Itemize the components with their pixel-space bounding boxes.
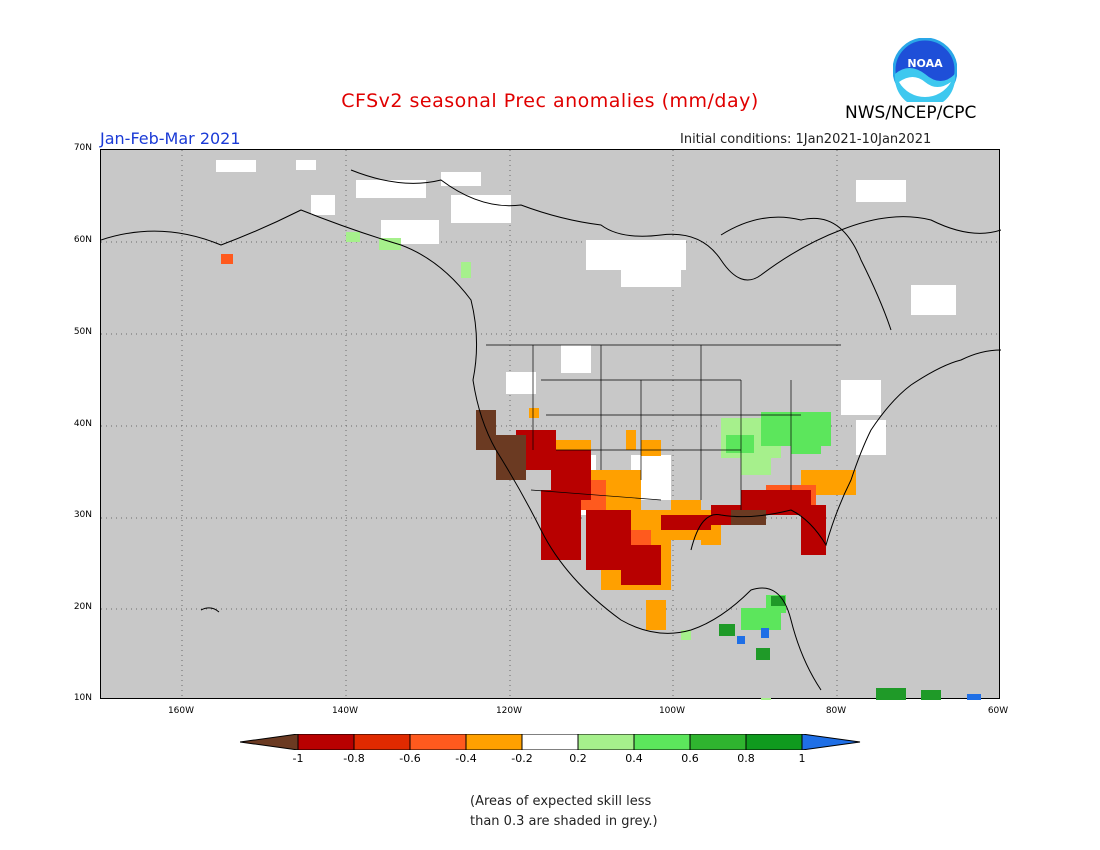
colorbar-bin (409, 734, 467, 750)
lat-label: 10N (73, 693, 92, 703)
agency-label: NWS/NCEP/CPC (845, 103, 977, 123)
lat-label: 20N (73, 602, 92, 612)
colorbar-bin (297, 734, 355, 750)
colorbar-label: 0.8 (737, 752, 755, 765)
initial-conditions: Initial conditions: 1Jan2021-10Jan2021 (680, 132, 932, 147)
lat-label: 70N (73, 143, 92, 153)
blue-areas (737, 628, 981, 700)
lon-label: 100W (658, 706, 686, 716)
colorbar-over-arrow (801, 734, 861, 750)
colorbar-bin (633, 734, 691, 750)
colorbar-label: -0.8 (343, 752, 365, 765)
lon-label: 160W (167, 706, 195, 716)
lat-label: 60N (73, 235, 92, 245)
skill-note-line: than 0.3 are shaded in grey.) (470, 814, 658, 829)
coastlines (101, 169, 1001, 691)
precip-anomaly-map (101, 150, 1001, 700)
map-grid (101, 150, 1001, 700)
map-title: CFSv2 seasonal Prec anomalies (mm/day) (341, 90, 759, 112)
green-areas (726, 412, 831, 630)
colorbar-label: 0.2 (569, 752, 587, 765)
colorbar-label: 0.4 (625, 752, 643, 765)
colorbar-under-arrow (240, 734, 299, 750)
forecast-period: Jan-Feb-Mar 2021 (100, 129, 241, 148)
lon-label: 140W (331, 706, 359, 716)
colorbar-bin (745, 734, 803, 750)
colorbar-label: 1 (798, 752, 806, 765)
noaa-logo: NOAA (893, 38, 957, 102)
map-panel (100, 149, 1001, 700)
dark-green-areas (719, 596, 941, 700)
colorbar-bin (689, 734, 747, 750)
lat-label: 40N (73, 419, 92, 429)
logo-text: NOAA (907, 57, 943, 70)
colorbar-label: -1 (292, 752, 304, 765)
lon-label: 80W (825, 706, 847, 716)
lon-label: 60W (987, 706, 1009, 716)
lat-label: 50N (73, 327, 92, 337)
lat-label: 30N (73, 510, 92, 520)
colorbar-label: -0.2 (511, 752, 533, 765)
colorbar-label: 0.6 (681, 752, 699, 765)
colorbar (240, 734, 861, 750)
colorbar-bin (353, 734, 411, 750)
skill-note: (Areas of expected skill less than 0.3 a… (470, 792, 658, 832)
colorbar-label: -0.4 (455, 752, 477, 765)
lon-label: 120W (495, 706, 523, 716)
colorbar-label: -0.6 (399, 752, 421, 765)
colorbar-bin (465, 734, 523, 750)
skill-note-line: (Areas of expected skill less (470, 794, 652, 809)
colorbar-bin (577, 734, 635, 750)
state-borders (486, 344, 841, 510)
colorbar-bin (521, 734, 579, 750)
